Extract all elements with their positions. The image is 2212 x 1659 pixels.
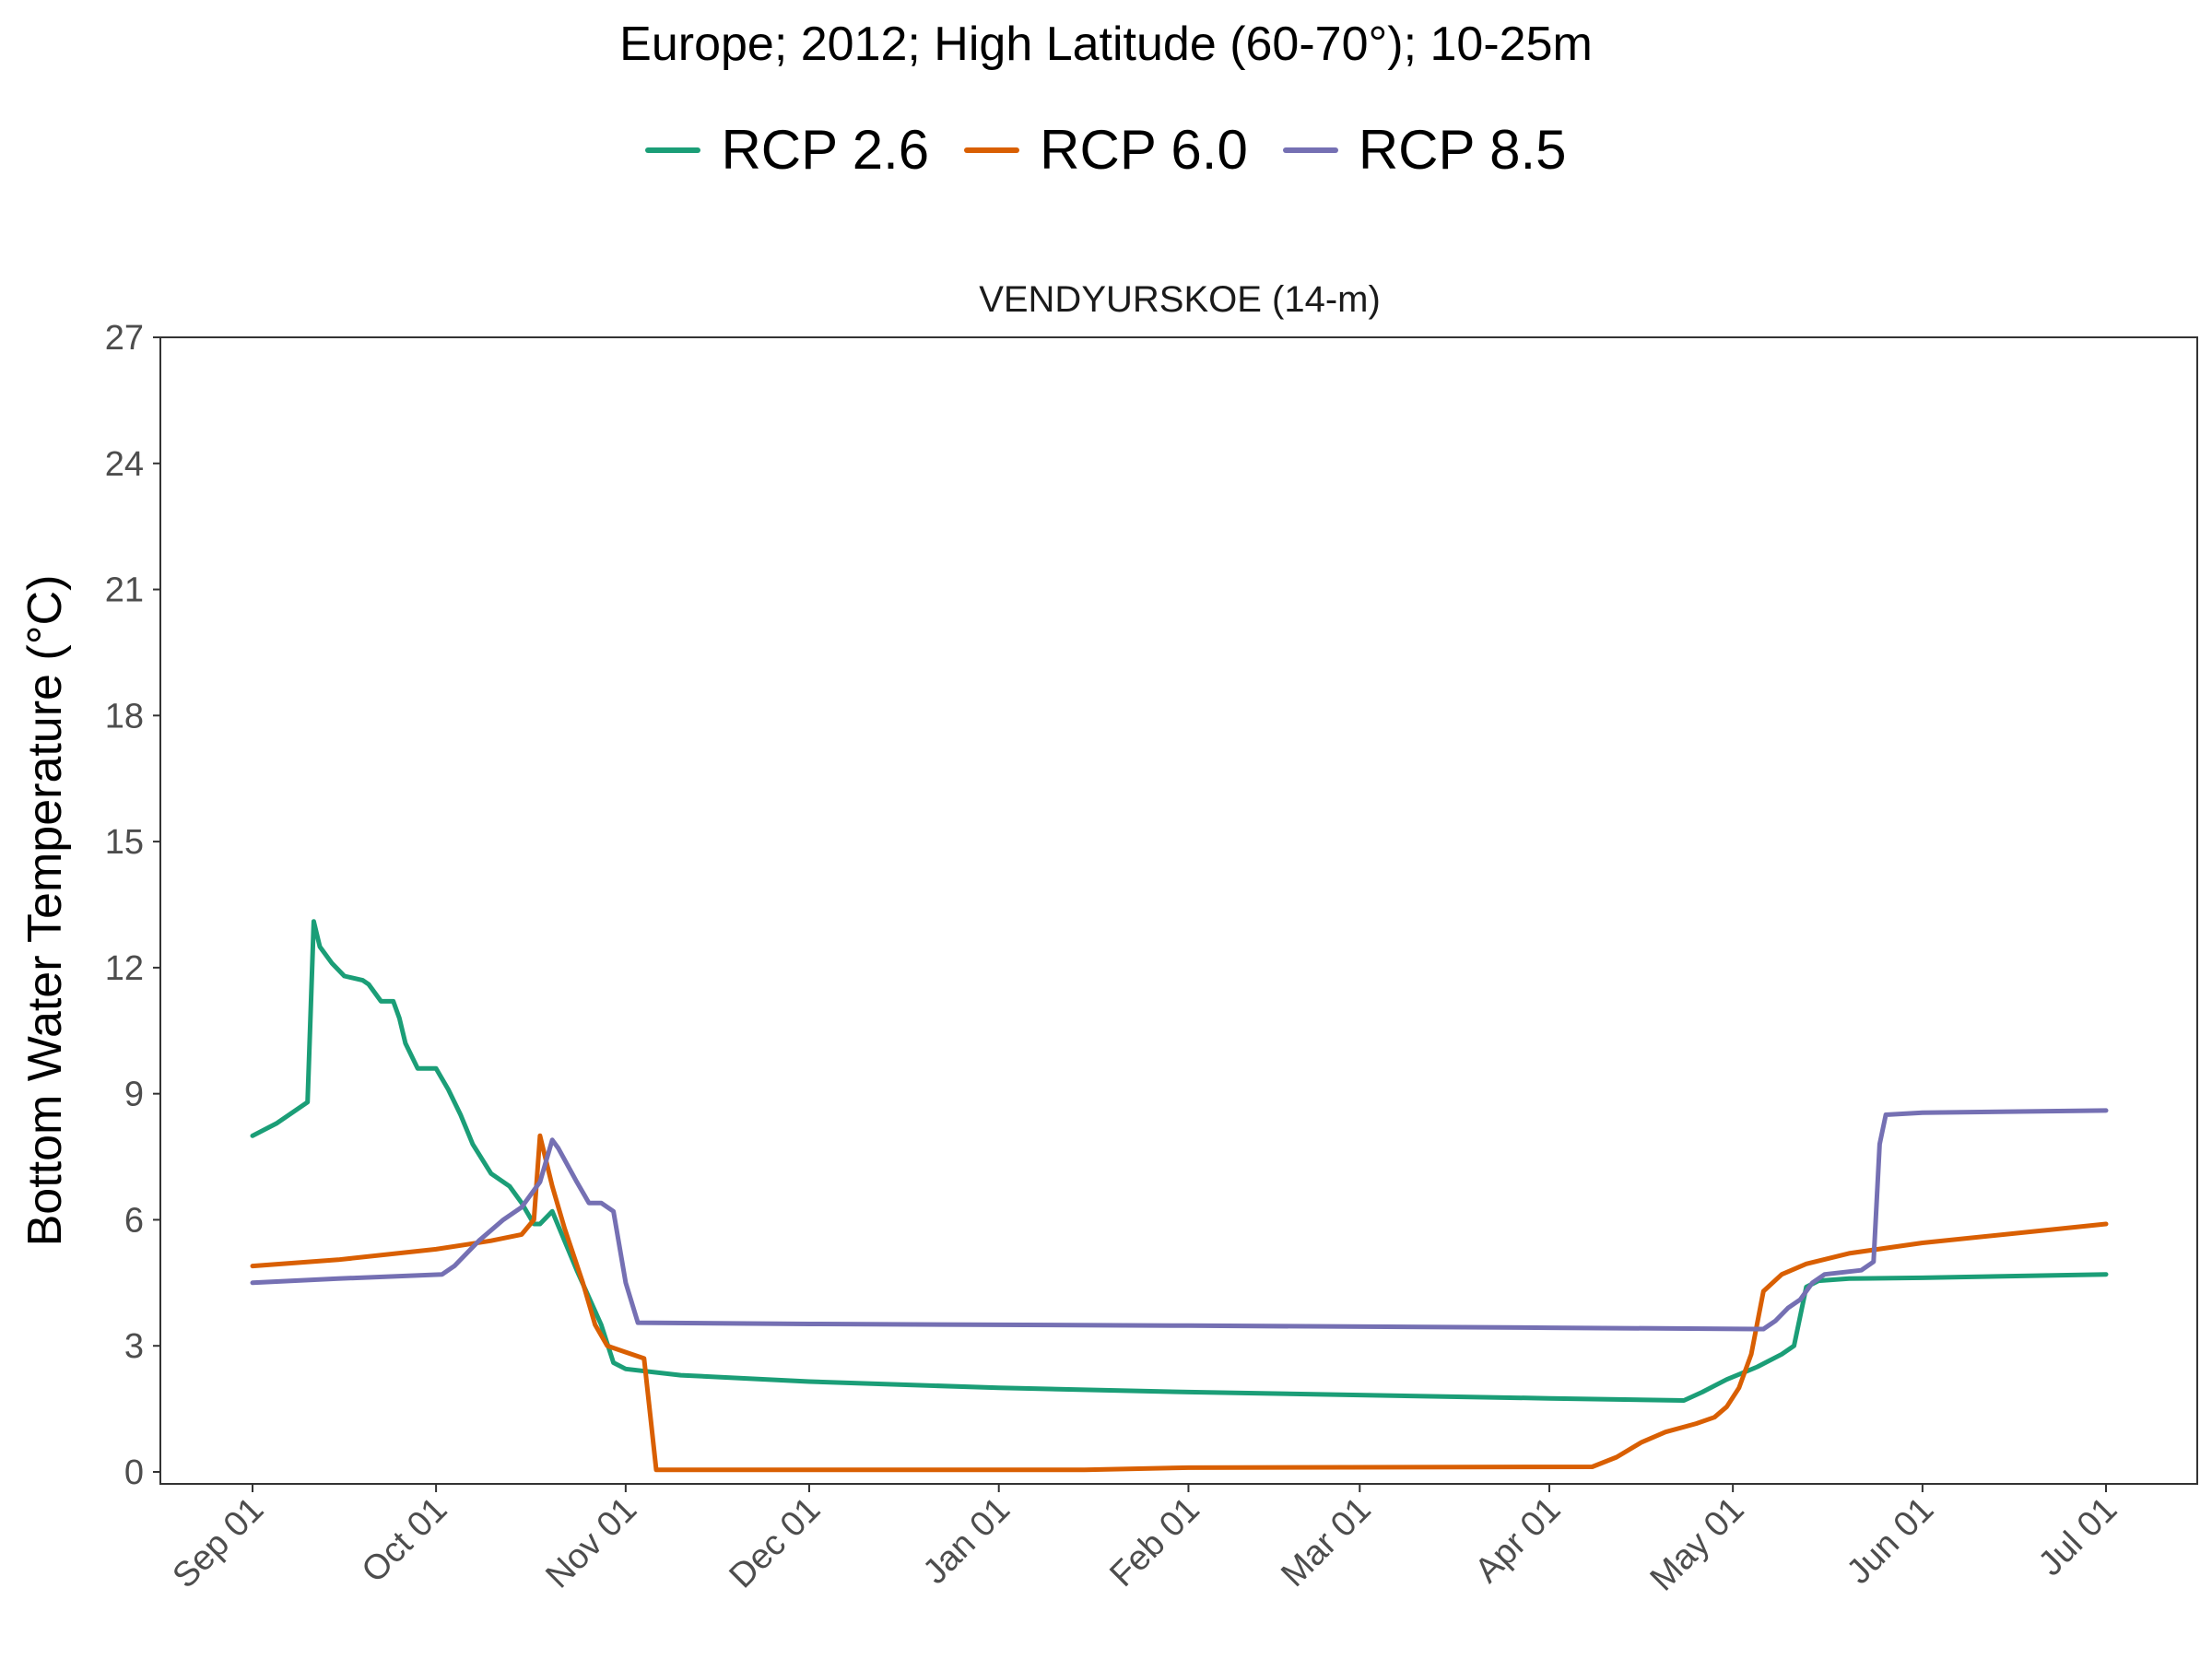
series-lines (250, 919, 2109, 1473)
plot-panel-border (159, 336, 2198, 1485)
y-tick-label: 24 (105, 445, 144, 484)
legend: RCP 2.6 RCP 6.0 RCP 8.5 (0, 118, 2212, 182)
y-tick-label: 12 (105, 949, 144, 988)
x-tick-label: Sep 01 (165, 1490, 271, 1596)
series-line-rcp-8-5 (250, 1108, 2109, 1332)
panel-title: VENDYURSKOE (14-m) (979, 279, 1381, 320)
y-tick-label: 3 (124, 1327, 144, 1366)
legend-item-rcp60: RCP 6.0 (964, 118, 1248, 182)
x-tick-label: Mar 01 (1274, 1490, 1378, 1594)
series-line-rcp-2-6 (250, 919, 2109, 1403)
chart-title: Europe; 2012; High Latitude (60-70°); 10… (619, 18, 1593, 71)
legend-label-rcp26: RCP 2.6 (721, 119, 930, 181)
y-axis: 0 3 6 9 12 15 18 21 24 27 (105, 319, 160, 1492)
x-tick-label: Jun 01 (1840, 1490, 1941, 1592)
legend-key-rcp26 (645, 147, 701, 153)
x-tick-label: Jan 01 (916, 1490, 1018, 1592)
legend-label-rcp60: RCP 6.0 (1040, 119, 1248, 181)
x-tick-label: Dec 01 (722, 1490, 828, 1596)
x-axis: Sep 01 Oct 01 Nov 01 Dec 01 Jan 01 Feb 01 Mar … (165, 1484, 2124, 1598)
legend-label-rcp85: RCP 8.5 (1358, 119, 1567, 181)
series-line-rcp-6-0 (250, 1133, 2109, 1473)
x-tick-label: Nov 01 (538, 1490, 644, 1596)
y-axis-title: Bottom Water Temperature (°C) (18, 575, 72, 1247)
x-tick-label: Apr 01 (1468, 1490, 1569, 1591)
x-tick-label: May 01 (1643, 1490, 1752, 1599)
y-tick-label: 27 (105, 319, 144, 358)
y-tick-label: 9 (124, 1076, 144, 1114)
x-tick-label: Jul 01 (2031, 1490, 2124, 1583)
y-tick-label: 6 (124, 1201, 144, 1240)
legend-item-rcp85: RCP 8.5 (1282, 118, 1567, 182)
x-tick-label: Feb 01 (1102, 1490, 1206, 1594)
x-tick-label: Oct 01 (355, 1490, 455, 1591)
y-tick-label: 0 (124, 1453, 144, 1492)
legend-key-rcp60 (964, 147, 1020, 153)
y-tick-label: 21 (105, 571, 144, 610)
y-tick-label: 15 (105, 823, 144, 862)
legend-key-rcp85 (1282, 147, 1338, 153)
y-tick-label: 18 (105, 697, 144, 735)
legend-item-rcp26: RCP 2.6 (645, 118, 929, 182)
